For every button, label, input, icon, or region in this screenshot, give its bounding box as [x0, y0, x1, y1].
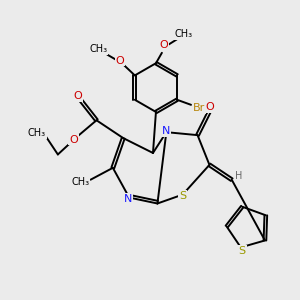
Text: S: S	[179, 191, 186, 201]
Text: CH₃: CH₃	[28, 128, 46, 138]
Text: N: N	[162, 126, 170, 136]
Text: Br: Br	[193, 103, 206, 113]
Text: N: N	[124, 194, 132, 204]
Text: O: O	[69, 135, 78, 145]
Text: O: O	[74, 91, 82, 101]
Text: O: O	[159, 40, 168, 50]
Text: CH₃: CH₃	[71, 177, 89, 187]
Text: O: O	[116, 56, 124, 65]
Text: CH₃: CH₃	[89, 44, 107, 54]
Text: O: O	[205, 102, 214, 112]
Text: S: S	[239, 246, 246, 256]
Text: H: H	[235, 171, 242, 181]
Text: CH₃: CH₃	[175, 29, 193, 39]
